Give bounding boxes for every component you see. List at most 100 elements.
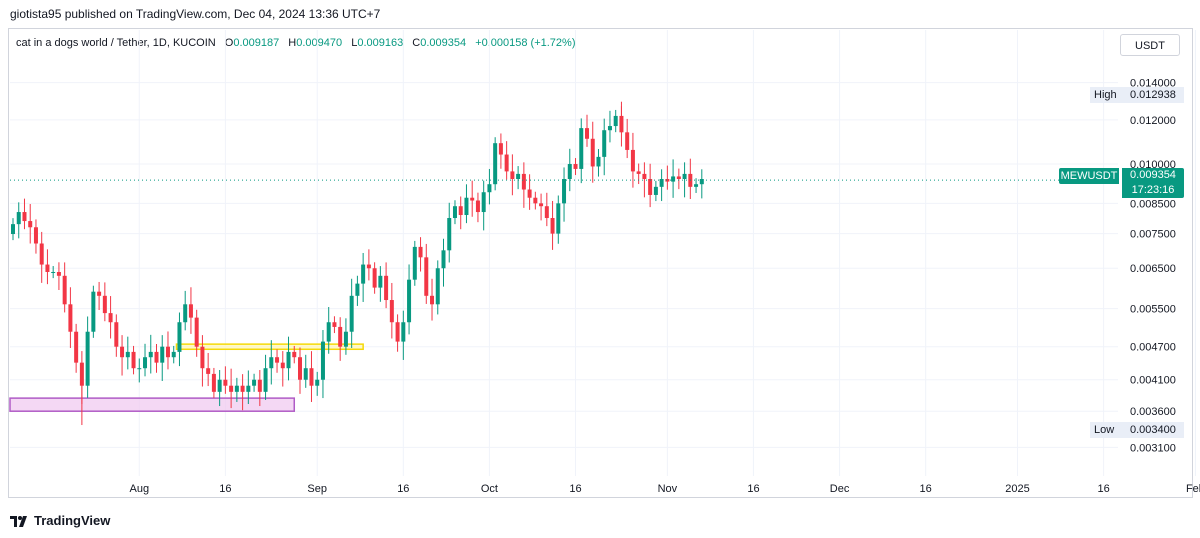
candle-body <box>292 351 297 358</box>
y-tick-label: 0.007500 <box>1130 229 1176 241</box>
candle-body <box>315 379 320 386</box>
candle-body <box>585 128 589 139</box>
candle-body <box>298 357 302 380</box>
y-tick-label: 0.005500 <box>1130 304 1176 316</box>
demand-zone <box>9 397 296 412</box>
candle-body <box>131 351 136 369</box>
x-tick-label: 2025 <box>1005 483 1029 495</box>
candle-body <box>676 176 681 179</box>
candle-body <box>11 224 15 235</box>
candle-body <box>171 351 176 358</box>
candle-body <box>85 331 90 386</box>
candle-body <box>108 313 113 323</box>
candle-body <box>326 322 331 342</box>
low-value: 0.009163 <box>357 37 404 49</box>
candle-body <box>699 178 704 185</box>
publisher-credit: giotista95 published on TradingView.com,… <box>10 7 381 21</box>
close-value: 0.009354 <box>420 37 467 49</box>
tradingview-logo-icon <box>10 516 27 528</box>
candle-body <box>475 200 480 213</box>
candle-body <box>194 317 199 347</box>
candle-body <box>97 291 102 296</box>
candle-body <box>165 346 170 358</box>
x-tick-label: Aug <box>129 483 149 495</box>
candle-body <box>389 300 394 323</box>
symbol-name[interactable]: cat in a dogs world / Tether, 1D, KUCOIN <box>16 37 216 49</box>
last-price-tag: 0.009354 17:23:16 <box>1122 168 1184 198</box>
y-tick-label: 0.003600 <box>1130 406 1176 418</box>
candle-body <box>68 304 73 332</box>
candle-body <box>211 373 216 392</box>
candle-body <box>602 130 607 157</box>
candle-body <box>234 385 239 392</box>
candle-body <box>286 351 291 369</box>
candle-body <box>550 218 555 234</box>
currency-button[interactable]: USDT <box>1120 34 1180 56</box>
candle-body <box>366 264 371 269</box>
candle-body <box>418 246 423 258</box>
y-tick-label: 0.003100 <box>1130 442 1176 454</box>
candle-body <box>143 357 148 369</box>
candle-body <box>682 173 687 179</box>
y-tick-label: 0.014000 <box>1130 78 1176 90</box>
candle-body <box>79 362 84 386</box>
candle-body <box>648 178 653 195</box>
candle-body <box>246 385 251 392</box>
candle-body <box>303 368 308 380</box>
candle-body <box>51 271 56 273</box>
candle-body <box>579 128 584 169</box>
candle-body <box>177 322 182 352</box>
high-value: 0.009470 <box>296 37 343 49</box>
candle-body <box>332 322 337 327</box>
x-tick-label: 16 <box>397 483 409 495</box>
candle-body <box>74 331 79 363</box>
candle-body <box>487 184 492 193</box>
y-tick-label: 0.004100 <box>1130 375 1176 387</box>
candle-body <box>642 173 647 179</box>
candle-body <box>630 149 635 172</box>
candle-body <box>269 357 274 369</box>
tradingview-logo[interactable]: TradingView <box>10 513 110 528</box>
candle-body <box>441 250 446 269</box>
candle-body <box>217 379 222 392</box>
candle-body <box>659 178 664 187</box>
candle-body <box>160 346 165 363</box>
breakout-zone <box>175 343 364 351</box>
candle-body <box>533 197 538 204</box>
candle-body <box>28 221 33 228</box>
low-marker: Low 0.003400 <box>1090 422 1184 438</box>
candle-body <box>567 164 572 179</box>
candle-body <box>378 275 383 288</box>
candle-body <box>384 275 389 301</box>
candle-body <box>56 271 61 276</box>
candle-body <box>521 173 526 190</box>
x-tick-label: 16 <box>747 483 759 495</box>
candle-body <box>229 385 234 392</box>
candle-body <box>590 138 595 167</box>
x-tick-label: 16 <box>920 483 932 495</box>
candle-body <box>275 357 280 363</box>
change-value: +0.000158 (+1.72%) <box>475 37 576 49</box>
candle-body <box>596 156 601 167</box>
candle-body <box>349 295 354 332</box>
x-tick-label: 16 <box>219 483 231 495</box>
candle-body <box>280 362 285 369</box>
candle-body <box>395 322 400 342</box>
x-tick-label: Feb <box>1186 483 1200 495</box>
candle-body <box>671 176 676 182</box>
candle-body <box>493 143 498 185</box>
candle-body <box>355 283 360 296</box>
candle-body <box>539 203 544 207</box>
x-tick-label: 16 <box>569 483 581 495</box>
high-marker: High 0.012938 <box>1090 87 1184 103</box>
candle-body <box>91 291 96 332</box>
y-tick-label: 0.004700 <box>1130 342 1176 354</box>
x-tick-label: Oct <box>481 483 498 495</box>
candle-body <box>22 212 27 222</box>
candle-body <box>240 385 245 392</box>
candle-body <box>458 206 463 216</box>
candle-body <box>188 304 193 318</box>
candle-body <box>510 171 515 179</box>
candle-body <box>694 184 699 187</box>
